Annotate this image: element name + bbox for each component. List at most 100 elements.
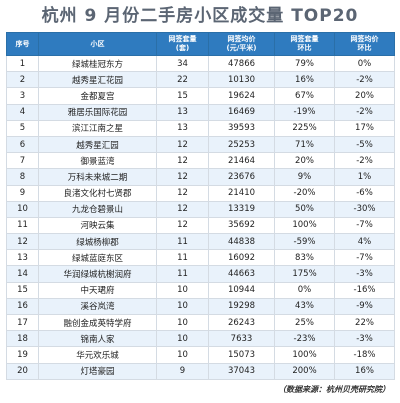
cell-volume-change: -20% xyxy=(274,184,335,202)
cell-volume: 12 xyxy=(156,135,209,154)
cell-price: 21464 xyxy=(208,152,275,170)
cell-price-change: -3% xyxy=(334,330,395,348)
cell-community: 越秀星汇花园 xyxy=(38,71,157,89)
cell-volume: 11 xyxy=(156,265,209,283)
cell-community: 华元欢乐城 xyxy=(38,346,157,364)
cell-price: 23676 xyxy=(208,168,275,186)
header-price-change-line2: 环比 xyxy=(357,44,372,52)
cell-community: 灯塔豪园 xyxy=(38,362,157,380)
cell-rank: 17 xyxy=(6,313,39,332)
cell-price: 15073 xyxy=(208,346,275,364)
cell-price: 35692 xyxy=(208,216,275,235)
cell-volume-change: 200% xyxy=(274,362,335,380)
cell-volume-change: 16% xyxy=(274,71,335,89)
cell-volume-change: 20% xyxy=(274,152,335,170)
cell-rank: 5 xyxy=(6,119,39,137)
header-volume-line1: 网签套量 xyxy=(168,35,197,43)
table-row: 18 锦南人家 10 7633 -23% -3% xyxy=(6,330,395,348)
cell-rank: 15 xyxy=(6,281,39,299)
cell-price: 10944 xyxy=(208,281,275,299)
cell-price-change: -9% xyxy=(334,297,395,316)
cell-volume: 34 xyxy=(156,54,209,73)
header-volume-change: 网签套量 环比 xyxy=(274,32,335,56)
table-row: 17 融创金成英特学府 10 26243 25% 22% xyxy=(6,313,395,332)
cell-community: 绿城桂冠东方 xyxy=(38,54,157,73)
cell-price-change: 20% xyxy=(334,87,395,105)
cell-community: 御景蓝湾 xyxy=(38,152,157,170)
table-row: 5 滨江江南之星 13 39593 225% 17% xyxy=(6,119,395,137)
top20-table: 序号 小区 网签套量 (套) 网签均价 (元/平米) 网签套量 环比 网签均价 … xyxy=(6,32,395,380)
table-row: 3 金都夏宫 15 19624 67% 20% xyxy=(6,87,395,105)
cell-price-change: 22% xyxy=(334,313,395,332)
header-volume-change-line1: 网签套量 xyxy=(290,35,319,43)
table-row: 19 华元欢乐城 10 15073 100% -18% xyxy=(6,346,395,364)
cell-volume-change: 100% xyxy=(274,216,335,235)
cell-volume: 9 xyxy=(156,362,209,380)
cell-price-change: -7% xyxy=(334,249,395,267)
cell-volume: 12 xyxy=(156,168,209,186)
cell-volume-change: 225% xyxy=(274,119,335,137)
table-row: 4 雅居乐国际花园 13 16469 -19% -2% xyxy=(6,103,395,121)
table-row: 15 中天珺府 10 10944 0% -16% xyxy=(6,281,395,299)
cell-price: 7633 xyxy=(208,330,275,348)
cell-volume-change: -59% xyxy=(274,233,335,251)
cell-community: 绿城蓝庭东区 xyxy=(38,249,157,267)
cell-price-change: 17% xyxy=(334,119,395,137)
cell-rank: 6 xyxy=(6,135,39,154)
cell-rank: 16 xyxy=(6,297,39,316)
header-price-line2: (元/平米) xyxy=(226,44,257,52)
cell-price: 19624 xyxy=(208,87,275,105)
header-rank: 序号 xyxy=(6,32,39,56)
cell-community: 河映云集 xyxy=(38,216,157,235)
cell-price: 37043 xyxy=(208,362,275,380)
cell-community: 溪谷岚湾 xyxy=(38,297,157,316)
cell-price: 44838 xyxy=(208,233,275,251)
cell-volume: 12 xyxy=(156,152,209,170)
table-row: 9 良渚文化村七贤郡 12 21410 -20% -6% xyxy=(6,184,395,202)
cell-price-change: -6% xyxy=(334,184,395,202)
table-row: 10 九龙仓碧景山 12 13319 50% -30% xyxy=(6,200,395,218)
cell-community: 万科未来城二期 xyxy=(38,168,157,186)
table-row: 20 灯塔豪园 9 37043 200% 16% xyxy=(6,362,395,380)
cell-volume-change: 25% xyxy=(274,313,335,332)
cell-community: 融创金成英特学府 xyxy=(38,313,157,332)
cell-price: 13319 xyxy=(208,200,275,218)
cell-volume: 12 xyxy=(156,184,209,202)
cell-volume: 10 xyxy=(156,297,209,316)
cell-price: 25253 xyxy=(208,135,275,154)
cell-price: 16469 xyxy=(208,103,275,121)
table-header-row: 序号 小区 网签套量 (套) 网签均价 (元/平米) 网签套量 环比 网签均价 … xyxy=(6,32,395,56)
cell-price: 10130 xyxy=(208,71,275,89)
cell-community: 越秀星汇园 xyxy=(38,135,157,154)
table-row: 12 绿城杨柳郡 11 44838 -59% 4% xyxy=(6,233,395,251)
cell-rank: 18 xyxy=(6,330,39,348)
cell-rank: 12 xyxy=(6,233,39,251)
header-price: 网签均价 (元/平米) xyxy=(208,32,275,56)
cell-rank: 9 xyxy=(6,184,39,202)
cell-price-change: -7% xyxy=(334,216,395,235)
cell-price-change: -18% xyxy=(334,346,395,364)
cell-price: 21410 xyxy=(208,184,275,202)
cell-rank: 10 xyxy=(6,200,39,218)
cell-volume: 10 xyxy=(156,281,209,299)
cell-rank: 2 xyxy=(6,71,39,89)
cell-rank: 19 xyxy=(6,346,39,364)
cell-volume-change: -23% xyxy=(274,330,335,348)
cell-volume: 12 xyxy=(156,216,209,235)
cell-rank: 1 xyxy=(6,54,39,73)
cell-community: 滨江江南之星 xyxy=(38,119,157,137)
cell-rank: 13 xyxy=(6,249,39,267)
table-row: 13 绿城蓝庭东区 11 16092 83% -7% xyxy=(6,249,395,267)
cell-price: 26243 xyxy=(208,313,275,332)
header-community: 小区 xyxy=(38,32,157,56)
cell-volume-change: 71% xyxy=(274,135,335,154)
cell-volume-change: 9% xyxy=(274,168,335,186)
cell-rank: 20 xyxy=(6,362,39,380)
cell-price: 47866 xyxy=(208,54,275,73)
cell-price-change: 0% xyxy=(334,54,395,73)
cell-price: 44663 xyxy=(208,265,275,283)
table-row: 8 万科未来城二期 12 23676 9% 1% xyxy=(6,168,395,186)
cell-price: 16092 xyxy=(208,249,275,267)
cell-volume: 11 xyxy=(156,233,209,251)
cell-volume-change: 43% xyxy=(274,297,335,316)
